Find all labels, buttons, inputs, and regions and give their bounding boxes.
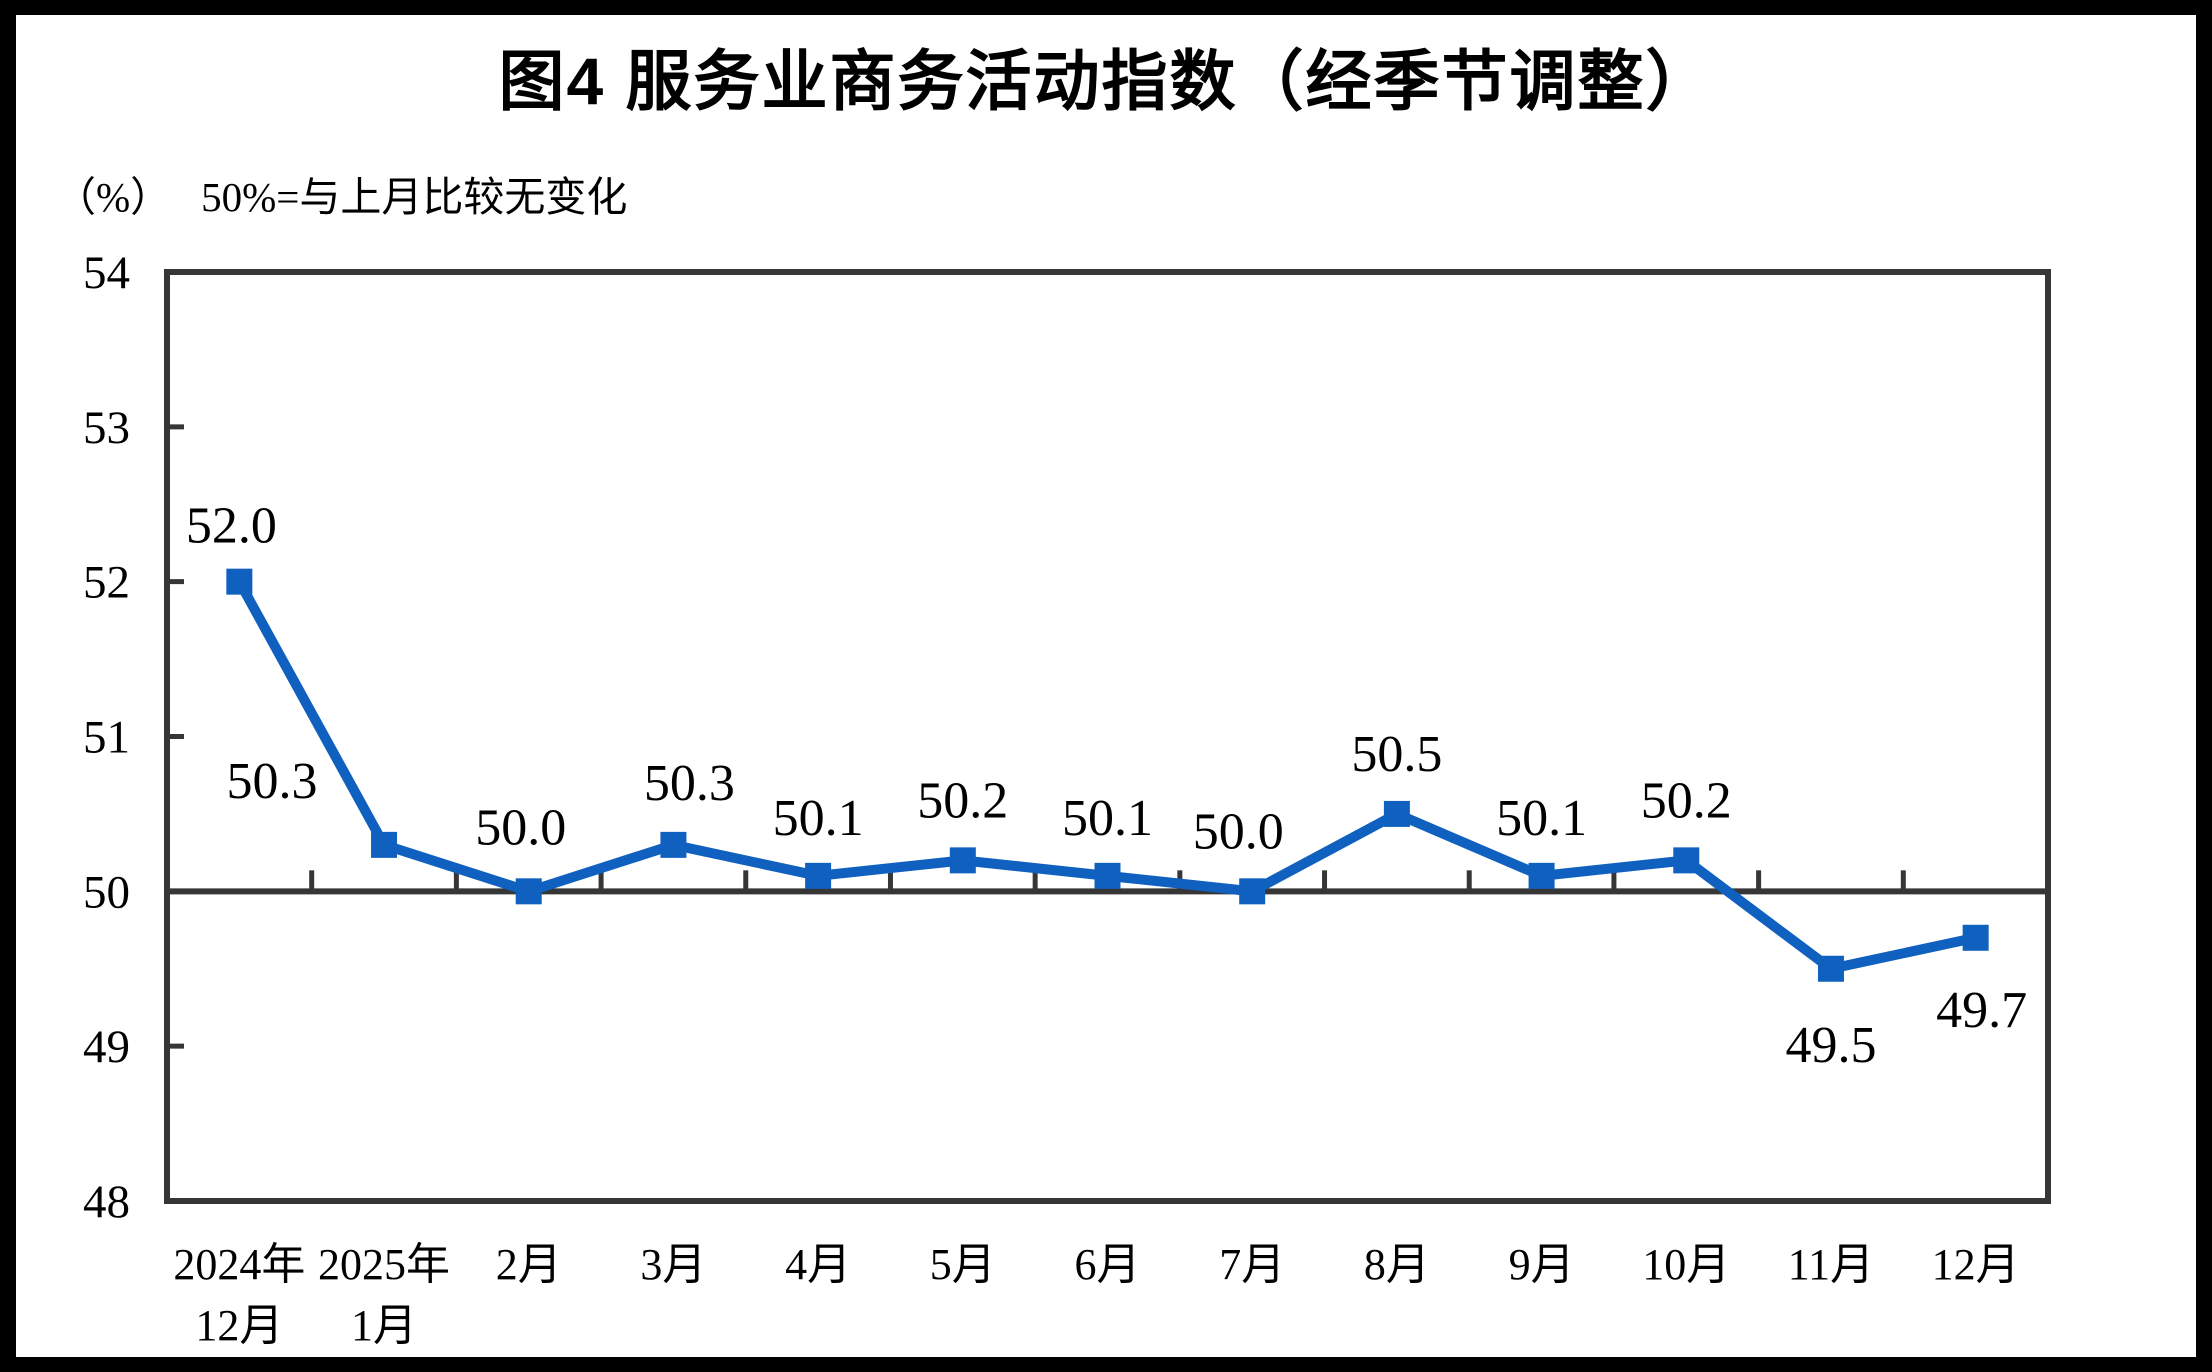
plot-border (164, 269, 2051, 1204)
y-axis-unit-label: （%） (55, 174, 172, 220)
y-axis-tick-label: 50 (83, 866, 130, 918)
y-axis-tick-label: 51 (83, 712, 130, 764)
x-axis-category-label: 6月 (1075, 1240, 1141, 1289)
data-point-marker (1094, 862, 1121, 889)
x-axis-category-label: 12月 (1932, 1240, 2020, 1289)
data-point-marker (1383, 800, 1410, 827)
y-axis-tick-label: 52 (83, 557, 130, 609)
x-axis-category-label: 2024年 (173, 1240, 305, 1289)
chart-subtitle-row: （%） 50%=与上月比较无变化 (55, 163, 627, 223)
x-axis-category-label: 7月 (1219, 1240, 1285, 1289)
data-point-marker (805, 862, 832, 889)
chart-title: 图4 服务业商务活动指数（经季节调整） (498, 44, 1714, 118)
data-point-label: 52.0 (186, 498, 277, 555)
data-point-label: 49.7 (1936, 982, 2027, 1039)
x-axis-category-label: 2025年 (318, 1240, 450, 1289)
x-axis-category-label: 4月 (785, 1240, 851, 1289)
y-axis-tick-label: 48 (83, 1176, 130, 1228)
data-point-marker (1817, 955, 1844, 982)
y-axis-tick-label: 54 (83, 247, 130, 299)
x-axis-category-label: 5月 (930, 1240, 996, 1289)
data-point-label: 50.1 (1062, 790, 1153, 847)
data-point-label: 50.5 (1351, 726, 1442, 783)
y-axis-tick-label: 49 (83, 1021, 130, 1073)
x-axis-category-label: 3月 (640, 1240, 706, 1289)
data-point-marker (660, 831, 687, 858)
data-point-marker (371, 831, 398, 858)
x-axis-category-label: 9月 (1509, 1240, 1575, 1289)
data-point-marker (1528, 862, 1555, 889)
data-point-marker (1239, 878, 1266, 905)
reference-note: 50%=与上月比较无变化 (201, 174, 628, 220)
x-axis-category-label: 2月 (496, 1240, 562, 1289)
data-point-label: 50.0 (475, 799, 566, 856)
data-point-label: 50.2 (1641, 772, 1732, 829)
y-axis-tick-label: 53 (83, 402, 130, 454)
data-point-label: 49.5 (1785, 1017, 1876, 1074)
data-point-label: 50.2 (917, 772, 1008, 829)
data-point-label: 50.1 (773, 790, 864, 847)
x-axis-category-label: 1月 (351, 1301, 417, 1350)
data-point-marker (1673, 847, 1700, 874)
chart-background (16, 15, 2196, 1357)
x-axis-category-label: 12月 (195, 1301, 283, 1350)
data-point-label: 50.1 (1496, 790, 1587, 847)
x-axis-category-label: 11月 (1788, 1240, 1874, 1289)
data-point-marker (226, 568, 253, 595)
x-axis-category-label: 10月 (1642, 1240, 1730, 1289)
data-point-marker (1962, 924, 1989, 951)
data-point-label: 50.0 (1193, 803, 1284, 860)
data-point-marker (515, 878, 542, 905)
data-point-label: 50.3 (227, 753, 318, 810)
x-axis-category-label: 8月 (1364, 1240, 1430, 1289)
data-point-label: 50.3 (644, 755, 735, 812)
data-point-marker (949, 847, 976, 874)
